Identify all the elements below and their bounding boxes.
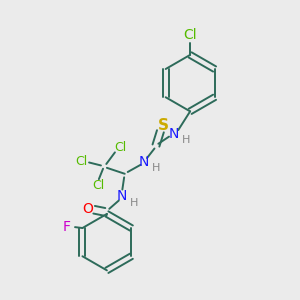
Text: H: H: [152, 164, 160, 173]
Text: N: N: [169, 127, 179, 141]
Text: Cl: Cl: [76, 155, 88, 168]
Text: Cl: Cl: [183, 28, 197, 42]
Text: O: O: [82, 202, 93, 216]
Text: Cl: Cl: [114, 140, 126, 154]
Text: Cl: Cl: [92, 179, 104, 192]
Text: H: H: [130, 198, 138, 208]
Text: H: H: [182, 135, 190, 145]
Text: S: S: [158, 118, 169, 133]
Text: N: N: [117, 189, 127, 203]
Text: N: N: [139, 155, 149, 169]
Text: F: F: [63, 220, 70, 234]
